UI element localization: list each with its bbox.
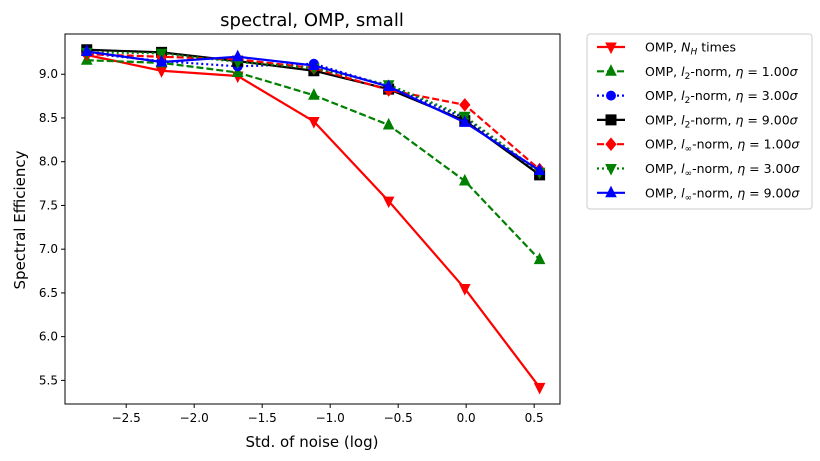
x-tick-label: −1.0: [316, 411, 345, 425]
x-tick-label: −2.5: [112, 411, 141, 425]
legend-label: OMP, l∞-norm, η = 9.00σ: [645, 185, 800, 203]
data-point: [533, 382, 546, 395]
y-axis-label: Spectral Efficiency: [11, 150, 29, 289]
x-tick-label: −1.5: [248, 411, 277, 425]
x-tick-label: 0.0: [457, 411, 476, 425]
chart-title: spectral, OMP, small: [220, 10, 404, 31]
data-point: [459, 98, 471, 112]
data-point: [155, 54, 168, 67]
plot-area: −2.5 −2.0 −1.5 −1.0 −0.5 0.0 0.5 5.5 6.0 6.5 7.0 7.…: [39, 33, 561, 425]
legend-entry: OMP, l2-norm, η = 9.00σ: [597, 112, 799, 130]
data-point: [155, 48, 168, 61]
legend-marker: [605, 185, 617, 198]
y-tick-label: 9.0: [39, 67, 58, 81]
y-tick-label: 8.0: [39, 155, 58, 169]
legend-entry: OMP, l∞-norm, η = 3.00σ: [597, 161, 800, 179]
data-point: [308, 88, 320, 100]
legend-entry: OMP, l∞-norm, η = 1.00σ: [597, 137, 800, 155]
data-point: [382, 117, 395, 130]
plot-frame: [64, 33, 561, 405]
data-point: [533, 252, 546, 265]
y-tick-label: 6.5: [39, 286, 58, 300]
data-point: [231, 65, 244, 77]
data-point: [382, 79, 395, 91]
legend: OMP, NH times OMP, l2-norm, η = 1.00σ OMP,…: [586, 33, 813, 210]
legend-marker: [605, 114, 617, 126]
data-point: [458, 115, 471, 127]
data-point: [308, 58, 320, 70]
legend-label: OMP, NH times: [645, 40, 736, 58]
legend-marker: [605, 164, 617, 176]
legend-label: OMP, l2-norm, η = 3.00σ: [645, 88, 799, 106]
data-point: [231, 49, 244, 62]
data-point: [80, 44, 93, 56]
data-point: [533, 163, 546, 175]
y-tick-label: 6.0: [39, 330, 58, 344]
x-tick-label: 0.5: [525, 411, 544, 425]
data-point: [458, 284, 471, 296]
legend-label: OMP, l∞-norm, η = 3.00σ: [645, 161, 800, 179]
data-point: [308, 116, 320, 129]
legend-marker: [605, 64, 617, 76]
y-tick-label: 5.5: [39, 373, 58, 387]
data-point: [382, 196, 395, 209]
legend-marker: [606, 90, 616, 101]
legend-entry: OMP, l2-norm, η = 3.00σ: [597, 88, 799, 106]
legend-entry: OMP, l2-norm, η = 1.00σ: [597, 64, 799, 82]
x-axis-label: Std. of noise (log): [246, 433, 379, 451]
legend-marker: [605, 137, 617, 151]
legend-label: OMP, l∞-norm, η = 1.00σ: [645, 137, 800, 155]
legend-marker: [605, 42, 617, 55]
data-point: [458, 173, 471, 186]
y-tick-label: 7.0: [39, 242, 58, 256]
legend-box: [586, 33, 813, 210]
legend-entry: OMP, l∞-norm, η = 9.00σ: [597, 185, 800, 203]
legend-entry: OMP, NH times: [597, 40, 736, 58]
y-tick-label: 7.5: [39, 198, 58, 212]
legend-label: OMP, l2-norm, η = 1.00σ: [645, 64, 799, 82]
series-7: [80, 44, 546, 175]
x-tick-label: −0.5: [384, 411, 413, 425]
y-tick-label: 8.5: [39, 111, 58, 125]
legend-label: OMP, l2-norm, η = 9.00σ: [645, 112, 799, 130]
x-tick-label: −2.0: [180, 411, 209, 425]
